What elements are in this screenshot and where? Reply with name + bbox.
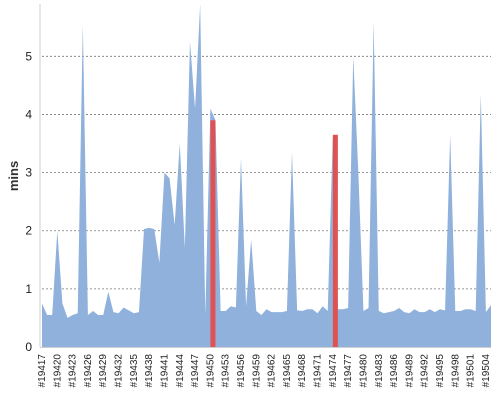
x-tick-label: #19420 — [52, 354, 63, 388]
x-tick-label: #19471 — [313, 354, 324, 388]
y-tick-label: 0 — [25, 340, 32, 354]
x-tick-label: #19429 — [98, 354, 109, 388]
x-tick-label: #19462 — [267, 354, 278, 388]
x-tick-label: #19450 — [205, 354, 216, 388]
y-tick-label: 5 — [25, 49, 32, 63]
grid-lines — [42, 55, 491, 290]
highlight-markers — [210, 120, 338, 348]
x-tick-label: #19453 — [221, 354, 232, 388]
x-tick-label: #19495 — [435, 354, 446, 388]
x-tick-label: #19438 — [144, 354, 155, 388]
y-tick-label: 1 — [25, 282, 32, 296]
series-area — [42, 4, 491, 347]
x-tick-label: #19504 — [481, 354, 492, 388]
x-tick-label: #19498 — [450, 354, 461, 388]
x-tick-label: #19435 — [129, 354, 140, 388]
x-tick-label: #19444 — [175, 354, 186, 388]
x-tick-label: #19468 — [297, 354, 308, 388]
x-tick-label: #19480 — [358, 354, 369, 388]
y-axis-title: mins — [6, 161, 21, 191]
x-tick-label: #19417 — [37, 354, 48, 388]
y-tick-label: 2 — [25, 224, 32, 238]
x-tick-label: #19486 — [389, 354, 400, 388]
y-tick-labels: 0 1 2 3 4 5 — [25, 49, 32, 354]
x-tick-label: #19483 — [374, 354, 385, 388]
area-series — [42, 4, 491, 347]
x-tick-label: #19456 — [236, 354, 247, 388]
x-tick-label: #19489 — [404, 354, 415, 388]
x-tick-label: #19432 — [114, 354, 125, 388]
x-tick-label: #19459 — [251, 354, 262, 388]
x-tick-label: #19474 — [328, 354, 339, 388]
x-tick-label: #19426 — [83, 354, 94, 388]
axes — [39, 4, 491, 348]
y-tick-label: 3 — [25, 166, 32, 180]
highlight-bar — [210, 120, 216, 348]
x-tick-label: #19465 — [282, 354, 293, 388]
x-tick-label: #19423 — [68, 354, 79, 388]
x-tick-label: #19492 — [420, 354, 431, 388]
x-tick-labels: #19417 #19420 #19423 #19426 #19429 #19432 #194… — [37, 354, 492, 388]
x-tick-label: #19441 — [159, 354, 170, 388]
y-tick-label: 4 — [25, 107, 32, 121]
highlight-bar — [332, 134, 338, 347]
x-tick-label: #19477 — [343, 354, 354, 388]
x-tick-label: #19501 — [466, 354, 477, 388]
x-tick-label: #19447 — [190, 354, 201, 388]
